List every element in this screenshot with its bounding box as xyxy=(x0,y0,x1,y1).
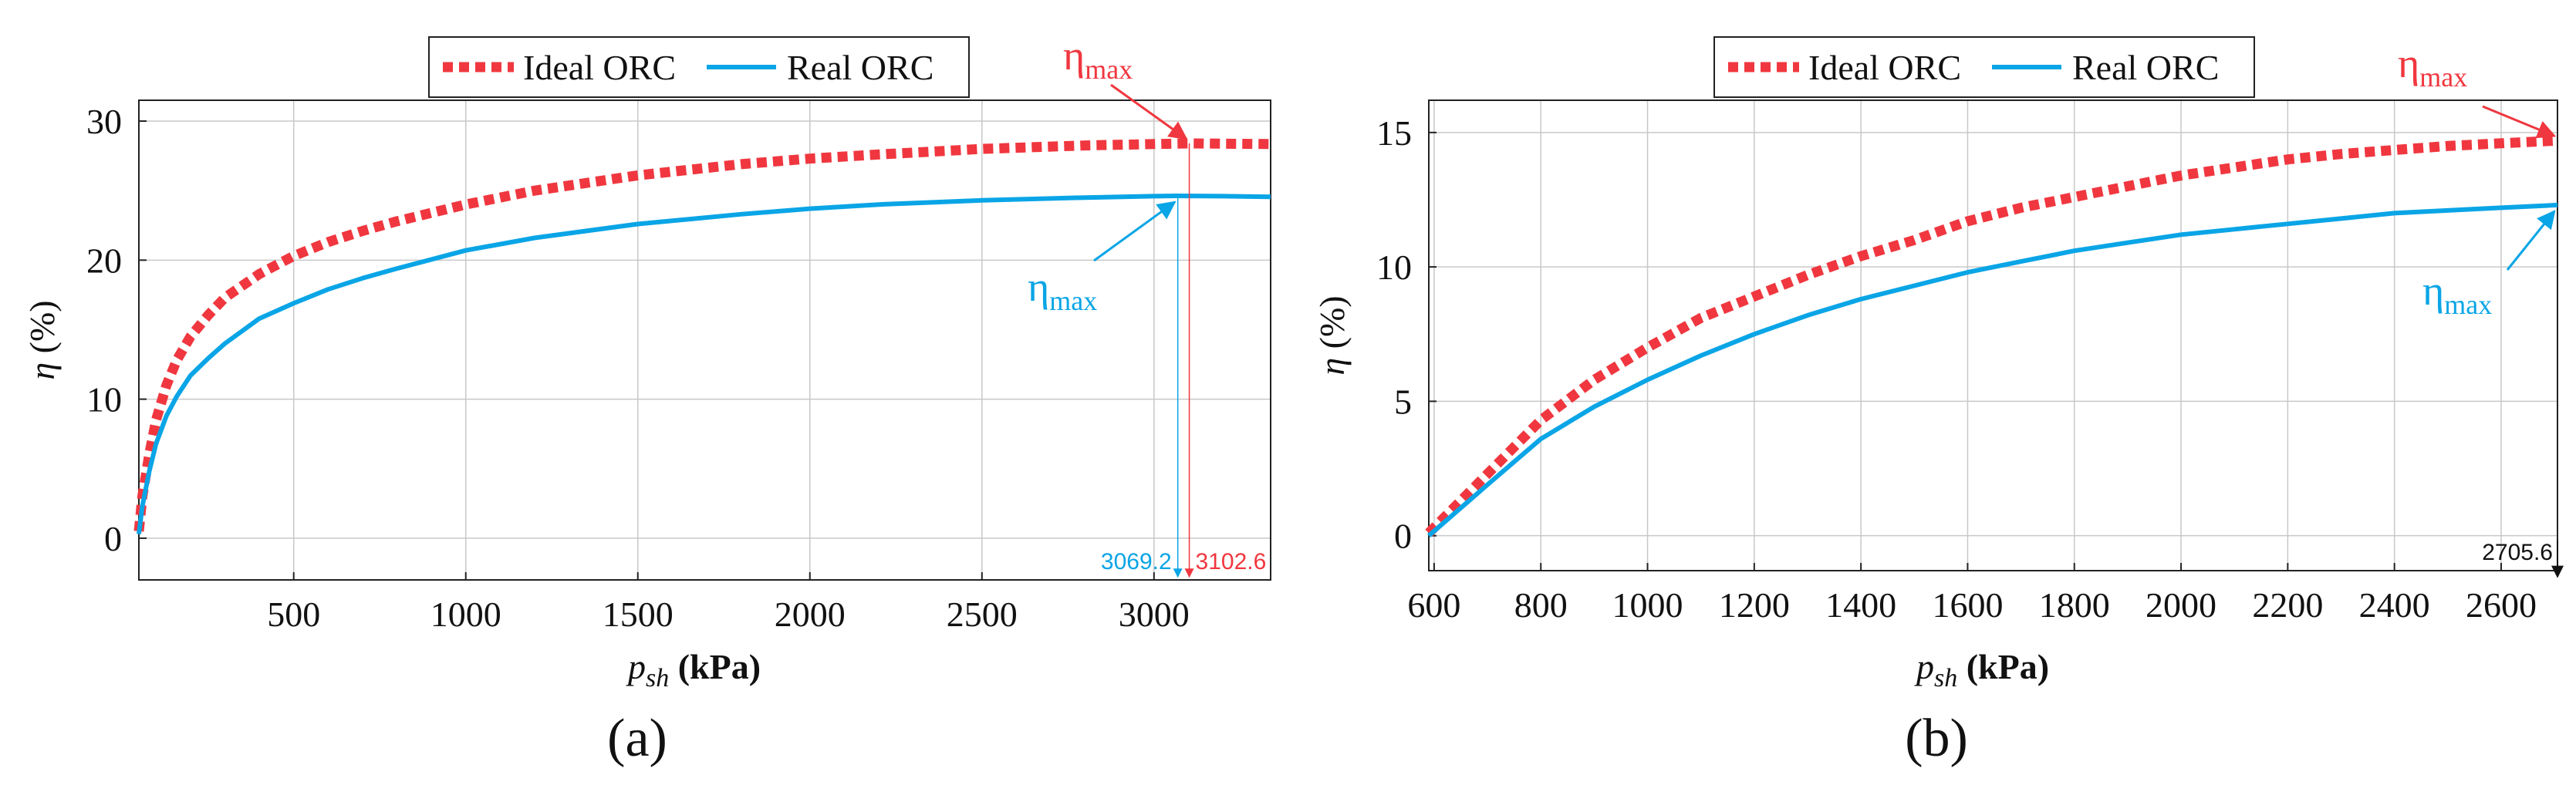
legend-box xyxy=(1713,36,2255,98)
eta-max-label-real-sub: max xyxy=(2444,289,2492,320)
x-tick-label: 2500 xyxy=(947,595,1018,634)
y-tick-label: 10 xyxy=(1376,248,1412,287)
x-tick-label: 2200 xyxy=(2252,585,2323,625)
series-line-ideal-orc xyxy=(1425,135,2558,537)
y-tick-label: 15 xyxy=(1376,113,1412,153)
x-tick-label: 1200 xyxy=(1719,585,1790,625)
legend-label-ideal: Ideal ORC xyxy=(1808,48,1961,87)
x-tick-label: 3000 xyxy=(1119,595,1190,634)
x-tick-label: 800 xyxy=(1514,585,1568,625)
chart-panel-a: 500 1000 1500 2000 2500 3000 0 10 20 30 psh (kPa) η… xyxy=(22,32,1271,768)
eta-max-label-ideal-symbol: η xyxy=(1063,32,1085,79)
y-axis-label-var: η xyxy=(1312,358,1352,376)
y-axis-label-unit: (%) xyxy=(22,300,62,362)
x-tick-label: 600 xyxy=(1407,585,1460,625)
eta-max-label-ideal-symbol: η xyxy=(2398,40,2419,86)
x-axis-label-sub: sh xyxy=(646,664,669,692)
x-tick-label: 1600 xyxy=(1932,585,2003,625)
eta-max-label-real-sub: max xyxy=(1049,285,1097,316)
x-value-label-max: 2705.6 xyxy=(2482,540,2553,565)
x-tick-label: 2000 xyxy=(775,595,846,634)
chart-panel-b: 600 800 1000 1200 1400 1600 1800 2000 2200 2400 26… xyxy=(1312,36,2564,768)
plot-frame xyxy=(1428,99,2558,571)
y-tick-label: 0 xyxy=(1394,517,1412,556)
x-axis-label-unit: (kPa) xyxy=(1957,647,2049,686)
eta-max-arrow-real xyxy=(1093,200,1177,262)
x-axis-label-var: p xyxy=(626,647,646,686)
y-tick-label: 5 xyxy=(1394,382,1412,421)
y-axis-label-unit: (%) xyxy=(1312,295,1352,357)
y-axis-label: η (%) xyxy=(1312,295,1352,375)
eta-max-arrow-ideal xyxy=(2482,105,2557,139)
plot-frame xyxy=(138,99,1271,581)
x-tick-label: 2600 xyxy=(2466,585,2537,625)
x-axis-label-unit: (kPa) xyxy=(669,647,761,686)
x-tick-label: 2000 xyxy=(2146,585,2216,625)
series-line-real-orc xyxy=(137,194,1271,534)
y-tick-label: 10 xyxy=(86,380,122,420)
legend-box xyxy=(428,36,970,98)
x-value-label-real: 3069.2 xyxy=(1101,549,1172,575)
y-axis-label-var: η xyxy=(22,362,62,380)
y-tick-label: 30 xyxy=(86,102,122,141)
x-tick-label: 1800 xyxy=(2039,585,2110,625)
legend-label-real: Real ORC xyxy=(787,48,934,87)
x-axis-label-sub: sh xyxy=(1934,664,1957,692)
x-value-label-ideal: 3102.6 xyxy=(1196,549,1267,575)
eta-max-label-real-symbol: η xyxy=(1028,264,1049,310)
eta-max-label-real: ηmax xyxy=(1028,264,1097,316)
eta-max-label-real: ηmax xyxy=(2422,268,2492,320)
eta-max-arrow-ideal xyxy=(1110,83,1188,140)
x-tick-label: 2400 xyxy=(2359,585,2430,625)
panel-label: (a) xyxy=(607,709,667,768)
y-axis-label: η (%) xyxy=(22,300,62,379)
eta-max-label-ideal-sub: max xyxy=(1085,54,1133,85)
x-tick-label: 1000 xyxy=(430,595,501,634)
panel-label: (b) xyxy=(1905,709,1968,768)
eta-max-label-ideal-sub: max xyxy=(2419,62,2467,93)
y-tick-label: 0 xyxy=(104,519,122,558)
series-line-ideal-orc xyxy=(133,138,1271,532)
x-tick-label: 1500 xyxy=(603,595,674,634)
x-axis-label: psh (kPa) xyxy=(1914,647,2049,692)
x-tick-label: 500 xyxy=(267,595,320,634)
x-axis-label-var: p xyxy=(1914,647,1934,686)
y-tick-label: 20 xyxy=(86,241,122,280)
legend-label-real: Real ORC xyxy=(2072,48,2219,87)
x-tick-label: 1000 xyxy=(1612,585,1683,625)
x-axis-label: psh (kPa) xyxy=(626,647,761,692)
series-line-real-orc xyxy=(1427,202,2558,537)
eta-max-label-real-symbol: η xyxy=(2422,268,2444,314)
eta-max-label-ideal: ηmax xyxy=(1063,32,1133,85)
eta-max-arrow-real xyxy=(2506,210,2556,271)
legend-label-ideal: Ideal ORC xyxy=(523,48,676,87)
eta-max-label-ideal: ηmax xyxy=(2398,40,2467,93)
x-tick-label: 1400 xyxy=(1825,585,1896,625)
